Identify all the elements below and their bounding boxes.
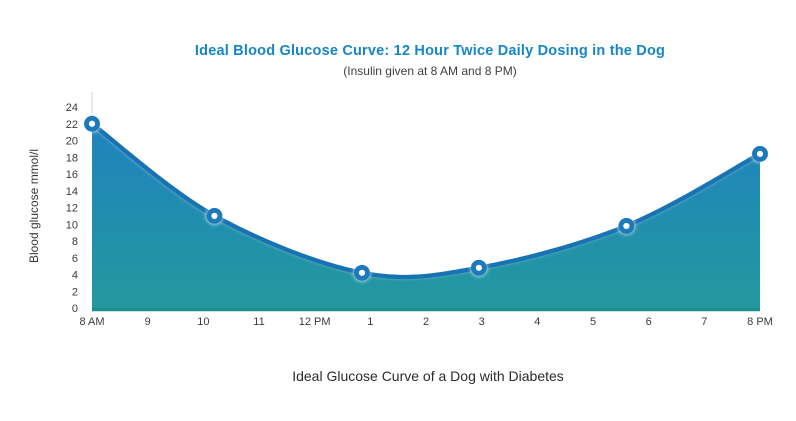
x-tick-label: 9 [145, 316, 151, 328]
y-tick-label: 8 [72, 236, 78, 248]
y-tick-label: 16 [66, 169, 78, 181]
y-tick-label: 6 [72, 253, 78, 265]
y-tick-label: 0 [72, 303, 78, 315]
y-tick-label: 24 [66, 102, 78, 114]
data-point-marker-center [358, 269, 366, 276]
x-tick-label: 2 [423, 316, 429, 328]
x-tick-label: 1 [367, 316, 373, 328]
x-tick-label: 4 [534, 316, 540, 328]
y-tick-label: 20 [66, 136, 78, 148]
data-point-marker-center [756, 150, 764, 157]
chart-subtitle: (Insulin given at 8 AM and 8 PM) [343, 64, 517, 78]
x-tick-label: 6 [646, 316, 652, 328]
data-point-marker-center [475, 264, 482, 271]
x-tick-label: 12 PM [299, 316, 331, 328]
chart-title: Ideal Blood Glucose Curve: 12 Hour Twice… [194, 43, 666, 59]
y-tick-label: 10 [66, 219, 78, 231]
x-tick-label: 8 PM [747, 316, 773, 328]
x-tick-label: 10 [197, 316, 209, 328]
y-tick-label: 18 [66, 152, 78, 164]
y-tick-label: 2 [72, 286, 78, 298]
y-tick-label: 12 [66, 203, 78, 215]
y-tick-label: 22 [66, 119, 78, 131]
data-point-marker-center [211, 212, 218, 219]
data-point-marker-center [88, 120, 96, 127]
glucose-curve-line [89, 121, 763, 280]
x-tick-label: 5 [590, 316, 596, 328]
data-point-marker-center [623, 222, 630, 230]
chart-caption: Ideal Glucose Curve of a Dog with Diabet… [292, 368, 564, 384]
y-tick-label: 4 [72, 270, 78, 282]
x-tick-label: 7 [701, 316, 707, 328]
x-tick-label: 11 [253, 316, 264, 328]
x-tick-label: 3 [479, 316, 485, 328]
glucose-area-fill [92, 123, 760, 310]
y-axis-title: Blood glucose mmol/l [27, 149, 41, 263]
x-tick-label: 8 AM [79, 316, 104, 328]
y-tick-label: 14 [66, 186, 78, 198]
